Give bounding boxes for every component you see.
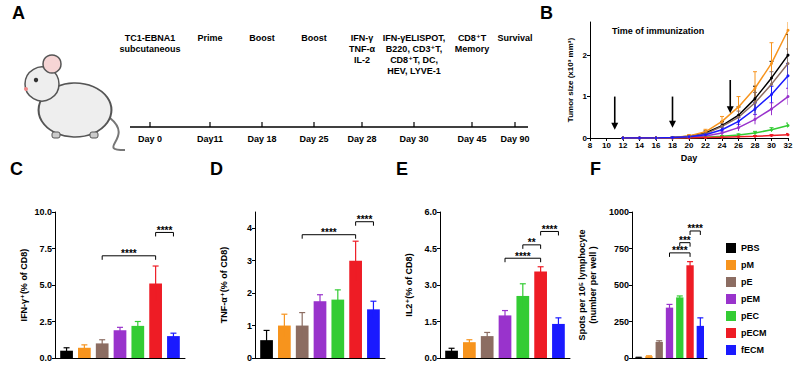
svg-text:E: E xyxy=(396,159,408,179)
svg-text:0: 0 xyxy=(247,353,252,363)
svg-text:Time of immunization: Time of immunization xyxy=(612,26,704,36)
svg-text:pM: pM xyxy=(741,260,754,270)
svg-text:pECM: pECM xyxy=(741,328,767,338)
svg-text:Prime: Prime xyxy=(197,33,222,43)
svg-text:TNF-α⁺(% of CD8): TNF-α⁺(% of CD8) xyxy=(219,247,229,323)
svg-text:18: 18 xyxy=(668,141,677,150)
svg-text:16: 16 xyxy=(652,141,661,150)
svg-text:****: **** xyxy=(121,248,137,259)
svg-text:(number per well ): (number per well ) xyxy=(588,246,598,324)
svg-text:Day: Day xyxy=(681,153,698,163)
svg-text:1: 1 xyxy=(247,321,252,331)
svg-text:IL-2: IL-2 xyxy=(354,55,370,65)
svg-text:2: 2 xyxy=(247,288,252,298)
svg-text:8: 8 xyxy=(588,141,593,150)
svg-text:1: 1 xyxy=(583,92,588,101)
svg-text:HEV, LYVE-1: HEV, LYVE-1 xyxy=(387,66,440,76)
svg-text:TC1-EBNA1: TC1-EBNA1 xyxy=(125,33,176,43)
svg-text:4: 4 xyxy=(247,223,252,233)
svg-text:28: 28 xyxy=(751,141,760,150)
svg-text:2: 2 xyxy=(583,51,588,60)
svg-text:CD8⁺T: CD8⁺T xyxy=(458,33,487,43)
svg-text:250: 250 xyxy=(614,317,629,327)
svg-text:Survival: Survival xyxy=(497,33,532,43)
svg-text:****: **** xyxy=(357,214,373,225)
svg-text:Boost: Boost xyxy=(249,33,275,43)
svg-text:B: B xyxy=(540,3,553,23)
svg-text:IFN-γELISPOT,: IFN-γELISPOT, xyxy=(383,33,446,43)
svg-text:4.5: 4.5 xyxy=(424,244,437,254)
svg-text:1.5: 1.5 xyxy=(424,317,437,327)
svg-text:Spots per 10⁵ lymphocyte: Spots per 10⁵ lymphocyte xyxy=(577,230,587,341)
svg-text:0.0: 0.0 xyxy=(424,353,437,363)
svg-text:subcutaneous: subcutaneous xyxy=(119,44,180,54)
svg-text:pEM: pEM xyxy=(741,294,760,304)
svg-text:3: 3 xyxy=(247,256,252,266)
svg-text:TNF-α: TNF-α xyxy=(349,44,375,54)
svg-text:**: ** xyxy=(528,237,536,248)
svg-text:Day 25: Day 25 xyxy=(299,134,328,144)
svg-text:Day 18: Day 18 xyxy=(247,134,276,144)
svg-text:14: 14 xyxy=(635,141,644,150)
svg-text:0: 0 xyxy=(624,353,629,363)
svg-text:IFN-γ: IFN-γ xyxy=(351,33,374,43)
svg-text:0: 0 xyxy=(582,133,587,143)
svg-text:****: **** xyxy=(542,224,558,235)
svg-text:7.5: 7.5 xyxy=(39,244,52,254)
svg-text:2.5: 2.5 xyxy=(39,317,52,327)
svg-text:PBS: PBS xyxy=(741,243,760,253)
svg-text:Day 30: Day 30 xyxy=(399,134,428,144)
svg-text:fECM: fECM xyxy=(741,345,764,355)
svg-text:Day 45: Day 45 xyxy=(457,134,486,144)
svg-text:6.0: 6.0 xyxy=(424,207,437,217)
svg-text:24: 24 xyxy=(718,141,727,150)
svg-text:A: A xyxy=(12,3,25,23)
svg-text:****: **** xyxy=(515,251,531,262)
svg-text:pE: pE xyxy=(741,277,753,287)
svg-text:1000: 1000 xyxy=(609,207,629,217)
svg-text:CD8⁺T, DC,: CD8⁺T, DC, xyxy=(390,55,438,65)
svg-text:0.0: 0.0 xyxy=(39,353,52,363)
svg-text:F: F xyxy=(590,159,601,179)
svg-text:26: 26 xyxy=(734,141,743,150)
svg-text:****: **** xyxy=(672,245,688,256)
svg-text:Day 28: Day 28 xyxy=(347,134,376,144)
svg-text:IFN-γ⁺(% of CD8): IFN-γ⁺(% of CD8) xyxy=(19,249,29,322)
svg-text:****: **** xyxy=(321,227,337,238)
svg-text:****: **** xyxy=(687,223,703,234)
svg-text:20: 20 xyxy=(685,141,694,150)
svg-text:10: 10 xyxy=(602,141,611,150)
svg-text:B220, CD3⁺T,: B220, CD3⁺T, xyxy=(386,44,442,54)
svg-text:Tumor size (x10³ mm³): Tumor size (x10³ mm³) xyxy=(566,38,575,123)
svg-text:Day 0: Day 0 xyxy=(138,134,162,144)
svg-text:Day 90: Day 90 xyxy=(500,134,529,144)
svg-text:500: 500 xyxy=(614,280,629,290)
svg-text:30: 30 xyxy=(767,141,776,150)
svg-text:****: **** xyxy=(157,225,173,236)
svg-text:D: D xyxy=(210,159,223,179)
svg-text:12: 12 xyxy=(619,141,628,150)
svg-text:pEC: pEC xyxy=(741,311,760,321)
svg-text:C: C xyxy=(10,159,23,179)
svg-text:32: 32 xyxy=(784,141,793,150)
svg-text:10.0: 10.0 xyxy=(34,207,52,217)
svg-text:22: 22 xyxy=(701,141,710,150)
svg-text:Boost: Boost xyxy=(301,33,327,43)
svg-text:3.0: 3.0 xyxy=(424,280,437,290)
svg-text:Memory: Memory xyxy=(455,44,490,54)
svg-text:Day11: Day11 xyxy=(197,134,223,144)
svg-text:***: *** xyxy=(679,235,691,246)
svg-text:5.0: 5.0 xyxy=(39,280,52,290)
svg-text:IL2⁺(% of CD8): IL2⁺(% of CD8) xyxy=(404,253,414,316)
svg-text:750: 750 xyxy=(614,244,629,254)
